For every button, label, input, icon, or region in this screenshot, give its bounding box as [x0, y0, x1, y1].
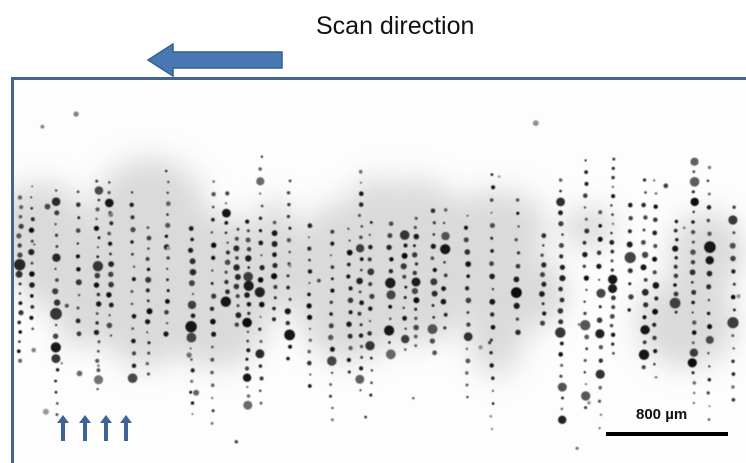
scan-direction-arrow — [146, 42, 283, 78]
marker-arrows — [57, 415, 132, 441]
scale-bar — [606, 432, 728, 436]
up-arrow-icon — [79, 415, 91, 441]
figure-title: Scan direction — [316, 12, 475, 40]
left-arrow-icon — [146, 42, 283, 78]
up-arrow-icon — [57, 415, 69, 441]
micrograph-panel — [11, 77, 746, 463]
up-arrow-icon — [100, 415, 112, 441]
micrograph-image — [14, 111, 745, 450]
up-arrow-icon — [120, 415, 132, 441]
scale-bar-label: 800 µm — [636, 406, 688, 423]
